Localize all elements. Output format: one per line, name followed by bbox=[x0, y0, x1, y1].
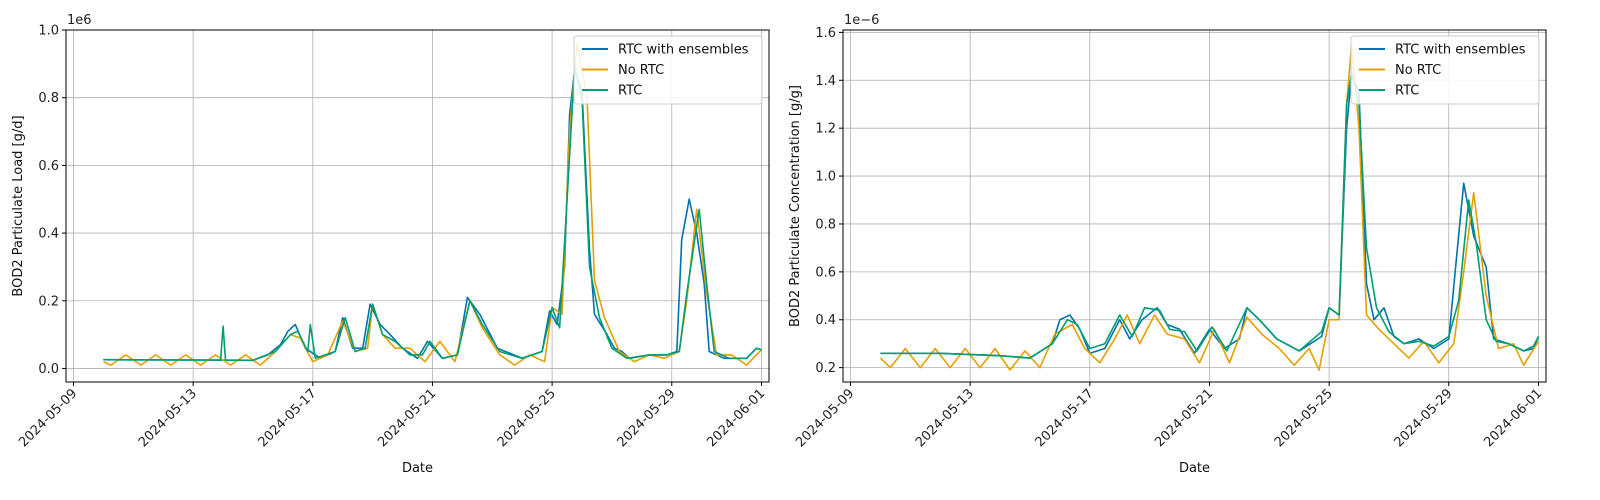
legend: RTC with ensembles No RTC RTC bbox=[573, 35, 763, 105]
load-chart: 2024-05-09 2024-05-13 2024-05-17 2024-05-21… bbox=[11, 13, 770, 476]
x-tick-label: 2024-06-01 bbox=[704, 386, 768, 450]
y-tick-label: 0.4 bbox=[38, 227, 59, 242]
x-tick-label: 2024-05-21 bbox=[1152, 386, 1216, 450]
legend-entry: RTC with ensembles bbox=[1395, 43, 1526, 58]
x-tick-label: 2024-05-25 bbox=[495, 386, 559, 450]
x-tick-label: 2024-05-21 bbox=[375, 386, 439, 450]
y-tick-label: 1.2 bbox=[815, 122, 836, 137]
x-tick-label: 2024-05-29 bbox=[615, 386, 679, 450]
x-tick-label: 2024-05-17 bbox=[1033, 386, 1097, 450]
y-tick-label: 1.4 bbox=[815, 74, 836, 89]
y-tick-label: 0.8 bbox=[815, 217, 836, 232]
series-line-rtc bbox=[880, 72, 1540, 359]
y-axis-label: BOD2 Particulate Load [g/d] bbox=[11, 115, 26, 296]
legend: RTC with ensembles No RTC RTC bbox=[1350, 35, 1540, 105]
x-tick-label: 2024-05-13 bbox=[913, 386, 977, 450]
y-offset-label: 1e6 bbox=[67, 13, 92, 28]
x-tick-label: 2024-05-13 bbox=[136, 386, 200, 450]
y-tick-label: 0.2 bbox=[815, 361, 836, 376]
y-tick-label: 1.0 bbox=[815, 170, 836, 185]
x-axis-label: Date bbox=[1179, 461, 1210, 476]
series-line-rtc bbox=[103, 66, 762, 362]
x-tick-label: 2024-05-25 bbox=[1272, 386, 1336, 450]
series-line-no-rtc bbox=[103, 42, 763, 366]
legend-entry: RTC with ensembles bbox=[618, 43, 749, 58]
plot-frame bbox=[65, 29, 770, 383]
legend-entry: No RTC bbox=[618, 63, 664, 78]
y-tick-label: 0.6 bbox=[38, 159, 59, 174]
y-tick-label: 1.0 bbox=[38, 24, 59, 39]
y-tick-label: 0.2 bbox=[38, 294, 59, 309]
plot-frame bbox=[842, 29, 1547, 383]
legend-entry: RTC bbox=[618, 84, 642, 99]
x-tick-label: 2024-05-17 bbox=[256, 386, 320, 450]
y-offset-label: 1e−6 bbox=[844, 13, 879, 28]
y-tick-label: 0.6 bbox=[815, 265, 836, 280]
legend-entry: RTC bbox=[1395, 84, 1419, 99]
series-line-no-rtc bbox=[879, 43, 1540, 371]
x-tick-label: 2024-05-09 bbox=[793, 386, 857, 450]
x-axis-label: Date bbox=[402, 461, 433, 476]
x-tick-label: 2024-05-29 bbox=[1392, 386, 1456, 450]
y-tick-label: 0.0 bbox=[38, 362, 59, 377]
y-tick-label: 0.4 bbox=[815, 313, 836, 328]
x-tick-label: 2024-05-09 bbox=[16, 386, 80, 450]
legend-box bbox=[1350, 35, 1540, 105]
y-axis-label: BOD2 Particulate Concentration [g/g] bbox=[788, 85, 803, 327]
y-tick-label: 0.8 bbox=[38, 91, 59, 106]
legend-entry: No RTC bbox=[1395, 63, 1441, 78]
legend-box bbox=[573, 35, 763, 105]
y-tick-label: 1.6 bbox=[815, 26, 836, 41]
x-tick-label: 2024-06-01 bbox=[1481, 386, 1545, 450]
concentration-chart: 2024-05-09 2024-05-13 2024-05-17 2024-05-21… bbox=[788, 13, 1547, 476]
